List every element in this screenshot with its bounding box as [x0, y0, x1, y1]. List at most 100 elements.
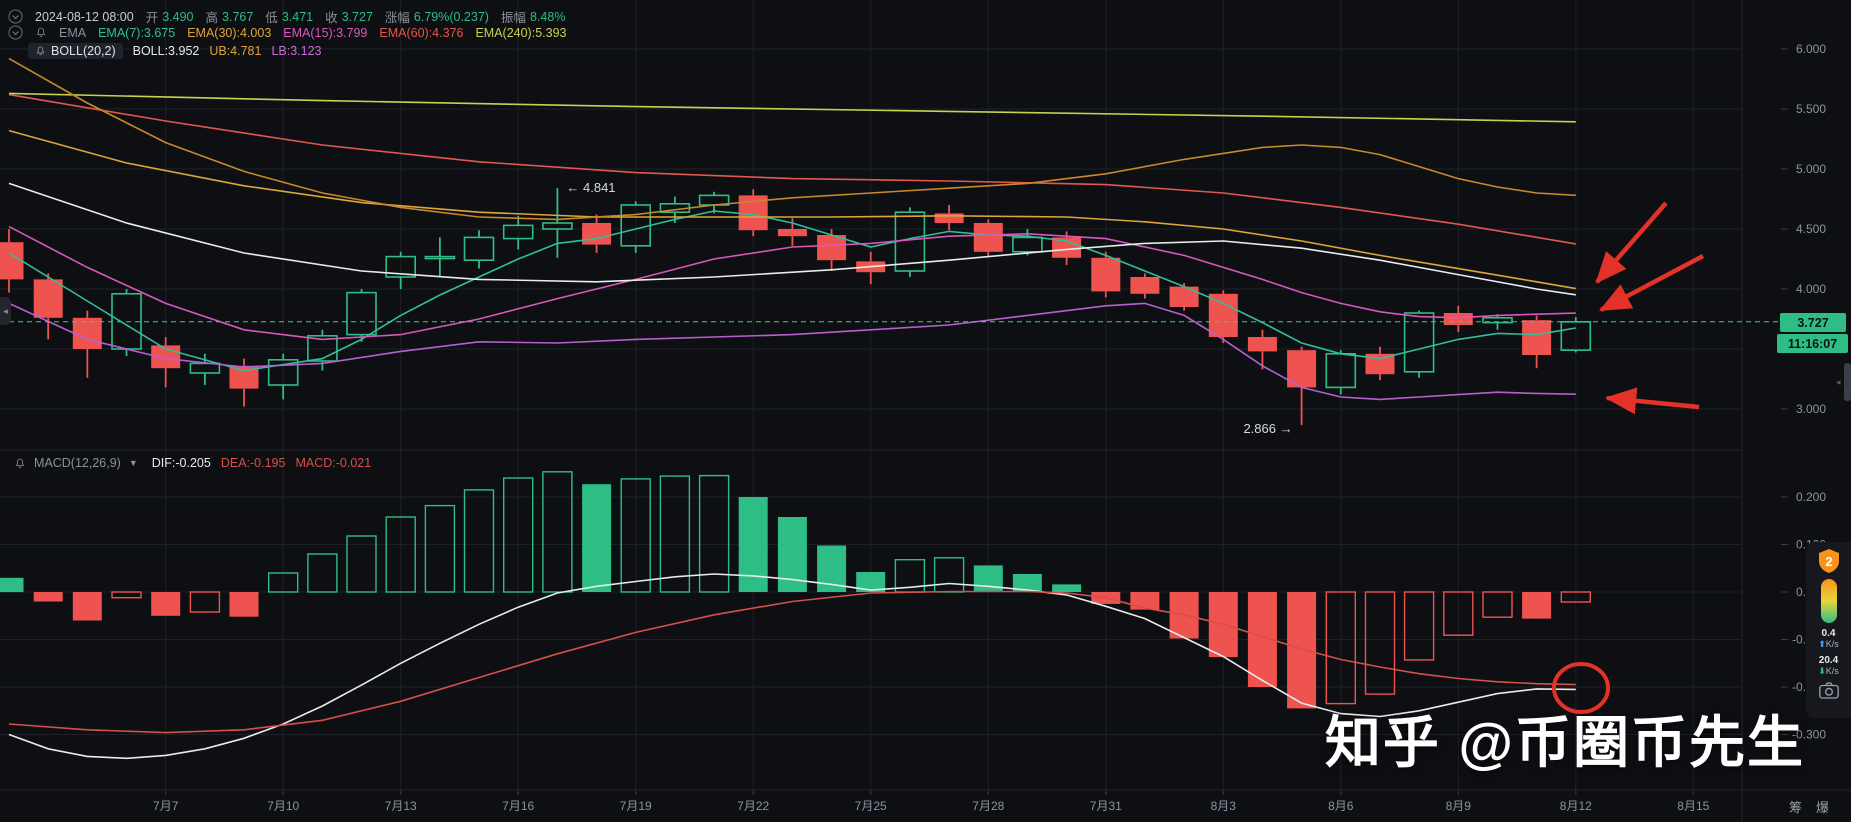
- boll-indicator-row[interactable]: BOLL(20,2) BOLL:3.952 UB:4.781 LB:3.123: [28, 43, 322, 59]
- boll-value: LB:3.123: [271, 44, 322, 58]
- chips-toggle[interactable]: 筹: [1789, 800, 1803, 815]
- boll-values: BOLL:3.952 UB:4.781 LB:3.123: [133, 44, 322, 58]
- macd-value: DIF:-0.205: [151, 456, 211, 470]
- dif-line: [8, 573, 1576, 760]
- macd-indicator-row[interactable]: MACD(12,26,9) ▼ DIF:-0.205 DEA:-0.195 MACD…: [14, 456, 371, 470]
- ema15-line: [8, 225, 1576, 341]
- date-axis-label: 8月9: [1446, 799, 1472, 813]
- arrow-down-icon: ⬇: [1818, 666, 1826, 676]
- dea-line: [8, 590, 1576, 734]
- price-axis-label: 3.000: [1796, 402, 1826, 416]
- upload-speed: 0.4 ⬆K/s: [1818, 628, 1839, 649]
- macd-axis-label: 0.200: [1796, 490, 1826, 504]
- annotation-arrow: [1595, 201, 1668, 284]
- date-axis-label: 8月3: [1211, 799, 1237, 813]
- ohlc-field: 高 3.767: [206, 7, 254, 26]
- date-axis-label: 7月22: [737, 799, 769, 813]
- shield-badge[interactable]: 2: [1817, 548, 1841, 574]
- boll-line: [8, 182, 1576, 296]
- chevron-down-icon[interactable]: ▼: [128, 458, 138, 468]
- ema240-line: [8, 92, 1576, 123]
- field-label: 高: [205, 11, 219, 25]
- watermark: 知乎 @币圈币先生: [1324, 711, 1805, 774]
- alert-bell-icon[interactable]: [14, 457, 26, 470]
- arrow-up-icon: ⬆: [1818, 639, 1826, 649]
- date-axis-label: 7月25: [855, 799, 887, 813]
- boll-value: BOLL:3.952: [132, 44, 200, 58]
- ohlc-field: 涨幅 6.79%(0.237): [385, 7, 489, 26]
- alert-bell-icon[interactable]: [35, 26, 47, 39]
- field-label: 收: [325, 11, 338, 25]
- price-axis-label: 5.500: [1796, 102, 1826, 116]
- ema-value: EMA(15):3.799: [283, 25, 368, 40]
- scrollbar-arrow-icon[interactable]: ◂: [1836, 377, 1841, 387]
- liquidation-toggle[interactable]: 爆: [1816, 800, 1830, 815]
- date-axis-label: 7月28: [972, 799, 1004, 813]
- side-widget-panel: 2 0.4 ⬆K/s 20.4 ⬇K/s: [1806, 542, 1851, 718]
- ema-value: EMA(30):4.003: [187, 25, 272, 40]
- shield-count: 2: [1825, 554, 1832, 569]
- bottom-toggle-group: 筹 爆: [1789, 797, 1829, 816]
- field-value: 3.471: [281, 9, 314, 24]
- collapse-panel-handle[interactable]: ◂: [0, 297, 11, 325]
- ema-indicator-row[interactable]: EMA EMA(7):3.675 EMA(30):4.003 EMA(15):3.7…: [8, 25, 566, 40]
- price-axis-label: 4.500: [1796, 222, 1826, 236]
- chevron-circle-icon[interactable]: [8, 9, 23, 24]
- macd-label: MACD(12,26,9): [34, 456, 121, 470]
- boll-label-pill[interactable]: BOLL(20,2): [28, 43, 123, 59]
- annotation-circle: [1552, 662, 1610, 714]
- boll-label: BOLL(20,2): [51, 44, 116, 58]
- ema-value: EMA(60):4.376: [379, 25, 464, 40]
- signal-strength-pill[interactable]: [1820, 579, 1837, 623]
- field-label: 涨幅: [384, 11, 410, 25]
- ema-value: EMA(7):3.675: [98, 25, 176, 40]
- field-value: 3.490: [162, 9, 194, 24]
- annotation-arrow: [1604, 387, 1700, 415]
- field-label: 振幅: [500, 11, 526, 25]
- boll-value: UB:4.781: [209, 44, 262, 58]
- ub-line: [8, 57, 1576, 221]
- date-axis-label: 8月12: [1560, 799, 1592, 813]
- price-axis-label: 5.000: [1796, 162, 1826, 176]
- grid-layer: [0, 0, 1742, 795]
- date-axis-label: 7月16: [502, 799, 534, 813]
- ema-value: EMA(240):5.393: [475, 25, 567, 40]
- field-value: 3.767: [222, 9, 254, 24]
- low-annotation: 2.866 →: [1243, 421, 1292, 436]
- vertical-scrollbar-thumb[interactable]: [1844, 363, 1851, 401]
- chevron-circle-icon[interactable]: [8, 25, 23, 40]
- alert-bell-icon: [36, 46, 45, 56]
- ohlc-field: 收 3.727: [325, 7, 373, 26]
- ema60-line: [8, 93, 1576, 245]
- ohlc-info-row[interactable]: 2024-08-12 08:00 开 3.490 高 3.767 低 3.471 收 3.72…: [8, 7, 565, 26]
- date-axis-label: 8月15: [1677, 799, 1709, 813]
- macd-values: DIF:-0.205 DEA:-0.195 MACD:-0.021: [152, 456, 371, 470]
- last-price-badge: 3.727: [1780, 313, 1846, 332]
- high-annotation: ← 4.841: [566, 180, 615, 195]
- date-axis-label: 7月13: [385, 799, 417, 813]
- field-value: 6.79%(0.237): [413, 9, 489, 24]
- ema30-line: [8, 129, 1576, 290]
- macd-value: DEA:-0.195: [220, 456, 286, 470]
- overlay-lines-layer: [8, 57, 1576, 401]
- field-value: 3.727: [341, 9, 373, 24]
- camera-icon[interactable]: [1818, 682, 1839, 704]
- lb-line: [8, 302, 1576, 401]
- ohlc-field: 开 3.490: [146, 7, 194, 26]
- countdown-badge: 11:16:07: [1777, 334, 1848, 353]
- field-label: 开: [145, 11, 159, 25]
- macd-axis-label: -0.300: [1792, 728, 1826, 742]
- annotation-arrow: [1599, 254, 1705, 312]
- date-axis-label: 8月6: [1328, 799, 1354, 813]
- ema-values: EMA(7):3.675 EMA(30):4.003 EMA(15):3.799 EM…: [98, 26, 566, 40]
- markup-layer: [1552, 201, 1705, 714]
- date-axis-label: 7月19: [620, 799, 652, 813]
- price-axis-label: 4.000: [1796, 282, 1826, 296]
- candle-timestamp: 2024-08-12 08:00: [35, 9, 134, 24]
- ema7-line: [8, 210, 1576, 372]
- ohlc-field: 振幅 8.48%: [501, 7, 565, 26]
- ohlc-field: 低 3.471: [265, 7, 313, 26]
- macd-value: MACD:-0.021: [295, 456, 372, 470]
